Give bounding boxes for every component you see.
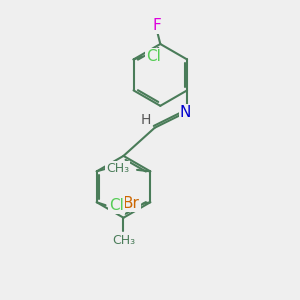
Text: F: F (153, 18, 162, 33)
Text: Cl: Cl (146, 49, 161, 64)
Text: N: N (180, 105, 191, 120)
Text: O: O (117, 162, 129, 177)
Text: H: H (141, 113, 151, 128)
Text: Br: Br (123, 196, 140, 211)
Text: Cl: Cl (109, 198, 124, 213)
Text: CH₃: CH₃ (112, 234, 135, 247)
Text: CH₃: CH₃ (106, 162, 129, 175)
Text: H: H (113, 163, 123, 177)
